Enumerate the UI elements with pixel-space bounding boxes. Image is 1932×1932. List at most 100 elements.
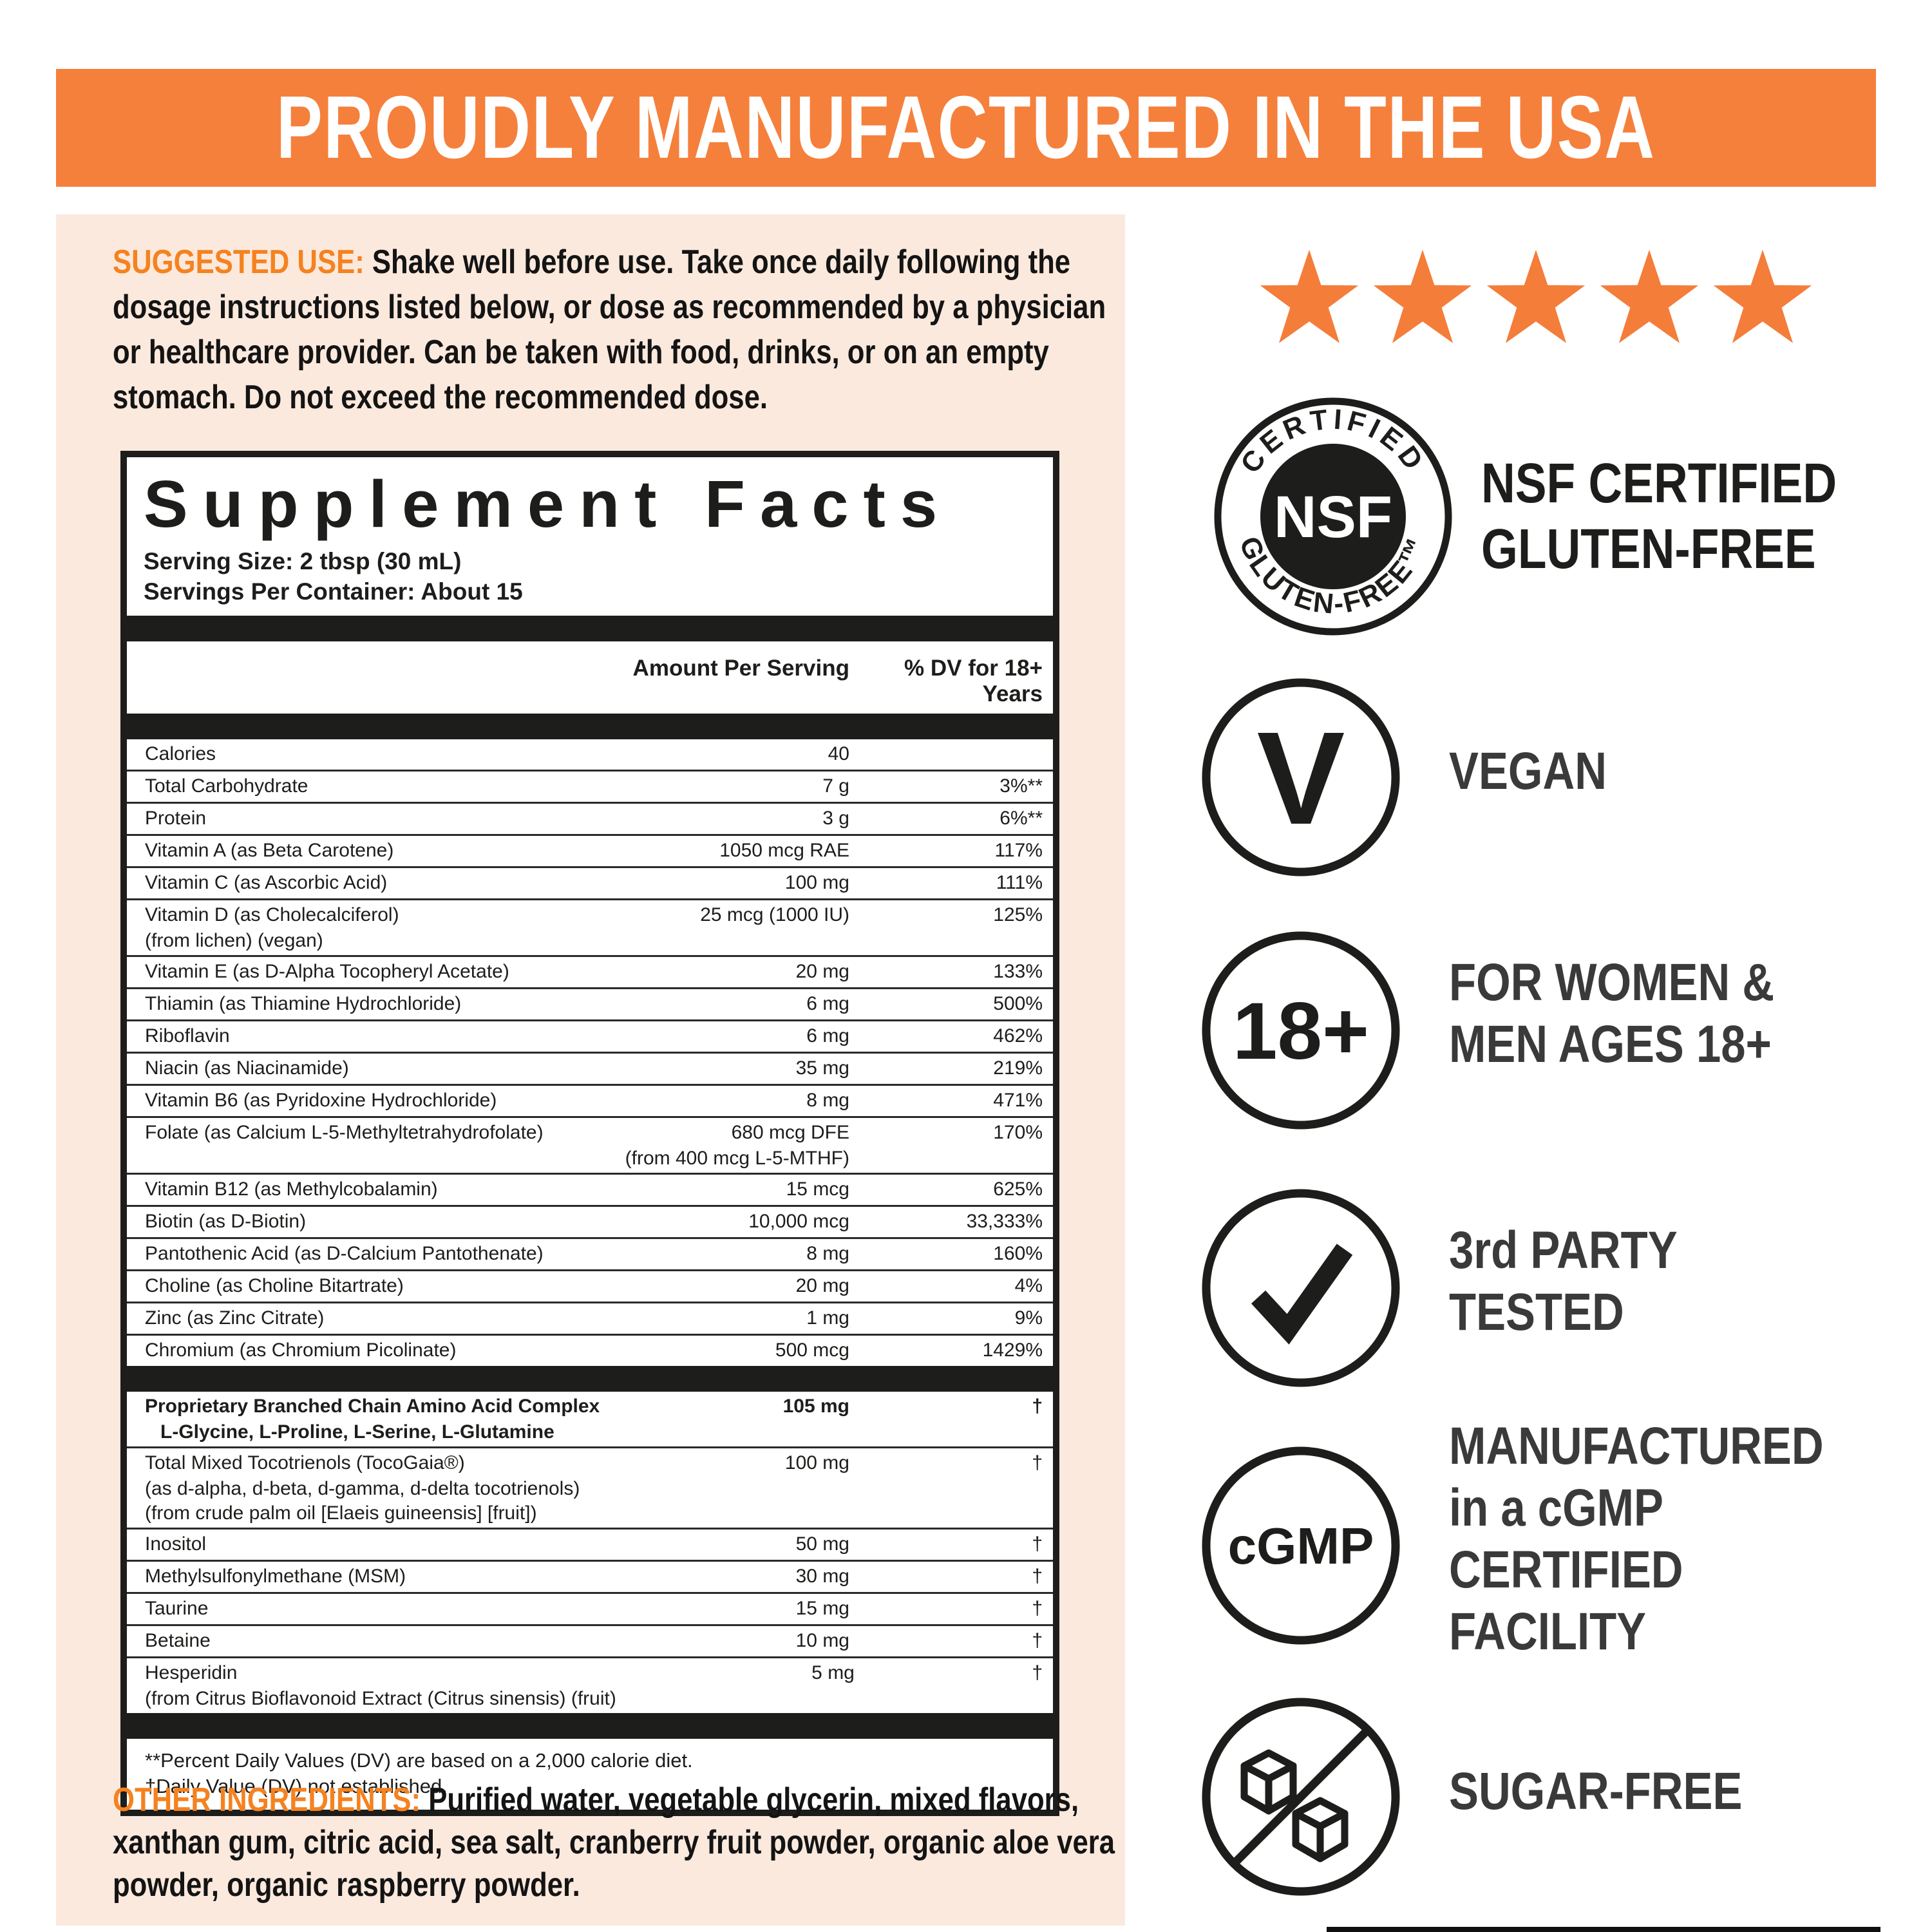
ingredient-daily-value: 3%** xyxy=(999,775,1043,797)
ingredient-name: Riboflavin xyxy=(145,1025,230,1046)
ingredient-amount: 105 mg xyxy=(782,1396,849,1417)
table-row: Methylsulfonylmethane (MSM) 30 mg † xyxy=(127,1562,1053,1594)
ingredient-name: Vitamin E (as D-Alpha Tocopheryl Acetate… xyxy=(145,961,509,982)
ingredient-daily-value: † xyxy=(1032,1630,1043,1651)
age-18-plus-text: 18+ xyxy=(1233,987,1369,1076)
section-divider-bar xyxy=(127,616,1053,641)
ingredient-name: Methylsulfonylmethane (MSM) xyxy=(145,1566,406,1587)
ingredient-amount: 15 mg xyxy=(795,1598,849,1619)
table-row: Thiamin (as Thiamine Hydrochloride) 6 mg 5… xyxy=(127,989,1053,1021)
ingredient-amount: 100 mg xyxy=(784,1452,849,1473)
ingredient-name: Taurine xyxy=(145,1598,209,1619)
ingredient-name: Calories xyxy=(145,743,216,764)
facts-footnotes: **Percent Daily Values (DV) are based on… xyxy=(127,1739,1053,1810)
table-row: Biotin (as D-Biotin) 10,000 mcg 33,333% xyxy=(127,1207,1053,1239)
table-row: Vitamin C (as Ascorbic Acid) 100 mg 111% xyxy=(127,868,1053,900)
sugar-free-icon xyxy=(1198,1694,1404,1903)
ingredient-name: Choline (as Choline Bitartrate) xyxy=(145,1275,404,1296)
column-amount-per-serving: Amount Per Serving xyxy=(632,656,849,681)
table-row: Taurine 15 mg † xyxy=(127,1594,1053,1626)
ingredient-daily-value: 471% xyxy=(993,1090,1043,1111)
ingredient-name: Chromium (as Chromium Picolinate) xyxy=(145,1340,457,1361)
ingredient-name: Protein xyxy=(145,808,207,829)
ingredient-daily-value: 160% xyxy=(993,1243,1043,1264)
ingredient-daily-value: † xyxy=(1032,1566,1043,1587)
star-icon xyxy=(1373,249,1472,343)
ingredient-amount: 6 mg xyxy=(806,993,849,1014)
star-icon xyxy=(1600,249,1699,343)
suggested-use-text: Shake well before use. Take once daily f… xyxy=(113,243,1106,416)
table-row: Vitamin B12 (as Methylcobalamin) 15 mcg 62… xyxy=(127,1175,1053,1207)
ingredient-amount: 15 mcg xyxy=(786,1179,849,1200)
table-row: Pantothenic Acid (as D-Calcium Pantothen… xyxy=(127,1239,1053,1271)
ingredient-daily-value: 9% xyxy=(1014,1307,1043,1329)
checkmark-icon xyxy=(1198,1185,1404,1394)
table-row: Zinc (as Zinc Citrate) 1 mg 9% xyxy=(127,1303,1053,1336)
ingredient-name: Hesperidin (from Citrus Bioflavonoid Extr… xyxy=(145,1662,616,1709)
ingredient-amount: 25 mcg (1000 IU) xyxy=(700,904,849,925)
table-row: Riboflavin 6 mg 462% xyxy=(127,1021,1053,1054)
ingredient-name: Vitamin A (as Beta Carotene) xyxy=(145,840,394,861)
third-party-tested-label: 3rd PARTY TESTED xyxy=(1449,1221,1678,1341)
table-row: Betaine 10 mg † xyxy=(127,1626,1053,1658)
footnote-dagger: †Daily Value (DV) not established. xyxy=(145,1775,448,1797)
ingredient-daily-value: 219% xyxy=(993,1057,1043,1079)
ingredient-amount: 8 mg xyxy=(806,1090,849,1111)
table-row: Choline (as Choline Bitartrate) 20 mg 4% xyxy=(127,1271,1053,1303)
age-18-plus-icon: 18+ xyxy=(1198,927,1404,1137)
servings-per-container: Servings Per Container: About 15 xyxy=(144,578,523,605)
ingredient-name: Pantothenic Acid (as D-Calcium Pantothen… xyxy=(145,1243,544,1264)
ingredient-daily-value: 500% xyxy=(993,993,1043,1014)
ingredient-amount: 10 mg xyxy=(795,1630,849,1651)
ingredient-daily-value: 1429% xyxy=(982,1340,1043,1361)
ingredient-daily-value: 462% xyxy=(993,1025,1043,1046)
section-divider-bar xyxy=(127,1713,1053,1739)
facts-rows: Calories 40 Total Carbohydrate 7 g 3%** Prote… xyxy=(127,739,1053,1739)
sugar-free-label: SUGAR-FREE xyxy=(1449,1762,1743,1821)
ingredient-amount: 20 mg xyxy=(795,1275,849,1296)
ingredient-amount: 35 mg xyxy=(795,1057,849,1079)
ingredient-daily-value: † xyxy=(1032,1396,1043,1417)
table-row: Total Carbohydrate 7 g 3%** xyxy=(127,772,1053,804)
ingredient-amount: 100 mg xyxy=(784,872,849,893)
ingredient-amount: 50 mg xyxy=(795,1533,849,1555)
ingredient-amount: 7 g xyxy=(822,775,849,797)
ingredient-daily-value: † xyxy=(1032,1533,1043,1555)
ingredient-name: Vitamin B12 (as Methylcobalamin) xyxy=(145,1179,438,1200)
ingredient-daily-value: 4% xyxy=(1014,1275,1043,1296)
nsf-certified-label: NSF CERTIFIED GLUTEN-FREE xyxy=(1481,452,1837,580)
ingredient-name: Vitamin C (as Ascorbic Acid) xyxy=(145,872,388,893)
five-star-rating xyxy=(1256,248,1823,355)
ingredient-daily-value: 170% xyxy=(993,1122,1043,1143)
star-icon xyxy=(1713,249,1812,343)
ingredient-amount: 30 mg xyxy=(795,1566,849,1587)
ingredient-name: Thiamin (as Thiamine Hydrochloride) xyxy=(145,993,462,1014)
ingredient-name: Betaine xyxy=(145,1630,211,1651)
other-ingredients-text: Purified water, vegetable glycerin, mixe… xyxy=(113,1781,1115,1904)
serving-size: Serving Size: 2 tbsp (30 mL) xyxy=(144,548,462,574)
table-row: Folate (as Calcium L-5-Methyltetrahydrof… xyxy=(127,1118,1053,1175)
ingredient-name: Zinc (as Zinc Citrate) xyxy=(145,1307,325,1329)
nsf-certified-seal: NSF CERTIFIED GLUTEN-FREE™ xyxy=(1211,394,1455,642)
ingredient-daily-value: 133% xyxy=(993,961,1043,982)
bottom-edge-divider xyxy=(1327,1927,1880,1932)
supplement-facts-title: Supplement Facts xyxy=(144,467,952,541)
ingredient-name: Vitamin B6 (as Pyridoxine Hydrochloride) xyxy=(145,1090,497,1111)
vegan-icon: V xyxy=(1198,674,1404,884)
ingredient-amount: 8 mg xyxy=(806,1243,849,1264)
other-ingredients-paragraph: OTHER INGREDIENTS: Purified water, veget… xyxy=(113,1779,1141,1906)
supplement-facts-panel: Supplement Facts Serving Size: 2 tbsp (3… xyxy=(120,451,1059,1816)
ingredient-daily-value: 125% xyxy=(993,904,1043,925)
ingredient-amount: 10,000 mcg xyxy=(748,1211,849,1232)
table-row: Total Mixed Tocotrienols (TocoGaia®) (as … xyxy=(127,1448,1053,1530)
footnote-percent-dv: **Percent Daily Values (DV) are based on… xyxy=(145,1749,693,1772)
table-row: Vitamin A (as Beta Carotene) 1050 mcg RAE… xyxy=(127,836,1053,868)
column-percent-dv: % DV for 18+ Years xyxy=(904,656,1043,706)
ingredient-name: Total Mixed Tocotrienols (TocoGaia®) (as … xyxy=(145,1452,580,1524)
ingredient-amount: 20 mg xyxy=(795,961,849,982)
table-row: Vitamin D (as Cholecalciferol) (from lich… xyxy=(127,900,1053,957)
table-row: Vitamin B6 (as Pyridoxine Hydrochloride)… xyxy=(127,1086,1053,1118)
usa-banner-text: PROUDLY MANUFACTURED IN THE USA xyxy=(276,78,1656,177)
ingredient-name: Niacin (as Niacinamide) xyxy=(145,1057,349,1079)
ingredient-amount: 500 mcg xyxy=(775,1340,849,1361)
